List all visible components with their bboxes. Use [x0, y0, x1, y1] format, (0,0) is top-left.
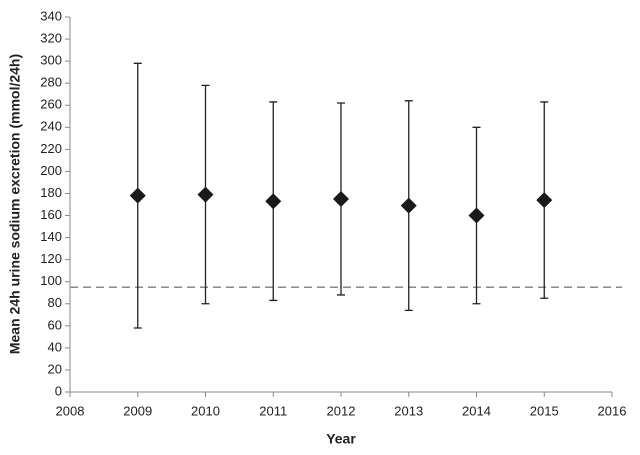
marker: [129, 187, 146, 204]
y-tick-label: 280: [40, 75, 62, 90]
y-tick-label: 80: [48, 295, 62, 310]
marker: [400, 197, 417, 214]
x-tick-label: 2014: [462, 403, 491, 418]
y-tick-label: 320: [40, 30, 62, 45]
x-tick-label: 2010: [191, 403, 220, 418]
x-tick-label: 2009: [123, 403, 152, 418]
y-tick-label: 100: [40, 273, 62, 288]
y-tick-label: 40: [48, 339, 62, 354]
y-tick-label: 200: [40, 163, 62, 178]
x-tick-label: 2008: [56, 403, 85, 418]
x-tick-label: 2013: [394, 403, 423, 418]
y-tick-label: 120: [40, 251, 62, 266]
y-tick-label: 160: [40, 207, 62, 222]
x-tick-label: 2012: [327, 403, 356, 418]
y-tick-label: 340: [40, 8, 62, 23]
y-tick-label: 0: [55, 383, 62, 398]
y-tick-label: 220: [40, 141, 62, 156]
x-axis-title: Year: [326, 431, 356, 447]
y-axis-title: Mean 24h urine sodium excretion (mmol/24…: [7, 54, 23, 354]
x-tick-label: 2015: [530, 403, 559, 418]
marker: [265, 193, 282, 210]
x-tick-label: 2011: [259, 403, 287, 418]
y-tick-label: 180: [40, 185, 62, 200]
y-tick-label: 20: [48, 361, 62, 376]
y-tick-label: 60: [48, 317, 62, 332]
y-tick-label: 240: [40, 119, 62, 134]
y-tick-label: 260: [40, 97, 62, 112]
marker: [333, 190, 349, 207]
y-tick-label: 140: [40, 229, 62, 244]
marker: [197, 186, 214, 203]
x-tick-label: 2016: [598, 403, 627, 418]
y-tick-label: 300: [40, 53, 62, 68]
marker: [468, 207, 485, 224]
marker: [536, 192, 553, 209]
